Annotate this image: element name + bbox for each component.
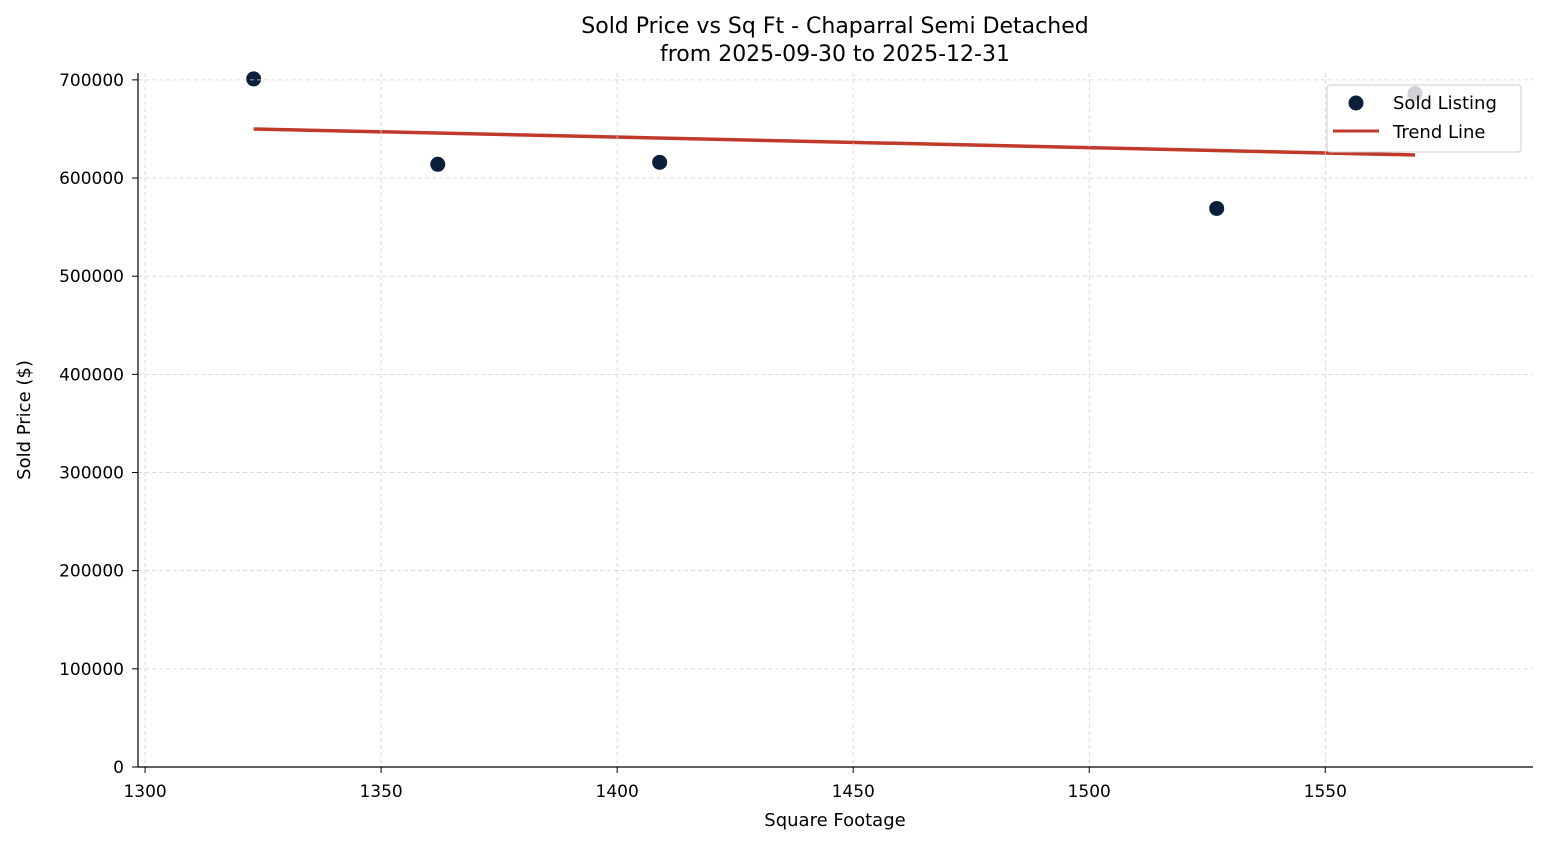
y-tick-label: 200000: [59, 562, 124, 582]
y-tick-label: 500000: [59, 267, 124, 287]
points-layer: [246, 71, 1423, 216]
x-axis-label: Square Footage: [764, 810, 905, 831]
data-point: [1209, 200, 1225, 216]
y-axis-label: Sold Price ($): [14, 360, 35, 480]
x-tick-label: 1500: [1068, 782, 1111, 802]
y-ticks: 0 100000 200000 300000 400000 500000 600000 700…: [59, 71, 138, 778]
legend-label-trend-line: Trend Line: [1392, 122, 1486, 143]
y-tick-label: 600000: [59, 169, 124, 189]
x-tick-label: 1450: [832, 782, 875, 802]
legend: Sold Listing Trend Line: [1326, 84, 1522, 153]
data-point: [430, 156, 446, 172]
y-tick-label: 0: [113, 758, 124, 778]
legend-marker-sold-listing: [1348, 95, 1364, 111]
data-point: [246, 71, 262, 87]
y-tick-label: 300000: [59, 464, 124, 484]
trend-line-layer: [253, 127, 1416, 157]
data-point: [652, 154, 668, 170]
y-tick-label: 400000: [59, 365, 124, 385]
y-tick-label: 100000: [59, 660, 124, 680]
x-tick-label: 1350: [359, 782, 402, 802]
x-ticks: 1300 1350 1400 1450 1500 1550: [123, 767, 1347, 802]
legend-label-sold-listing: Sold Listing: [1393, 93, 1497, 114]
y-tick-label: 700000: [59, 71, 124, 91]
trend-line: [253, 127, 1416, 157]
x-tick-label: 1400: [596, 782, 639, 802]
chart-subtitle: from 2025-09-30 to 2025-12-31: [660, 42, 1010, 67]
x-tick-label: 1300: [123, 782, 166, 802]
x-tick-label: 1550: [1304, 782, 1347, 802]
chart-title: Sold Price vs Sq Ft - Chaparral Semi Det…: [581, 14, 1088, 39]
